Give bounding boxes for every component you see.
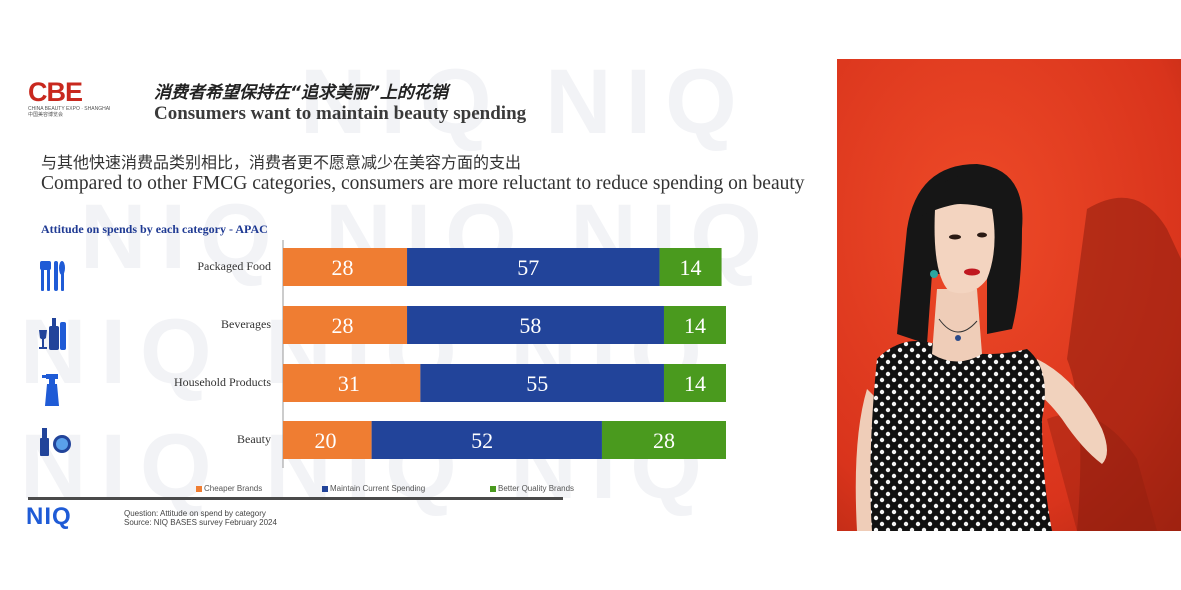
cutlery-icon [40,261,65,291]
legend-item-better-quality: Better Quality Brands [490,484,574,493]
bar-segment [283,421,372,459]
subtitle-en: Compared to other FMCG categories, consu… [41,173,805,194]
legend-label: Maintain Current Spending [330,484,426,493]
logo-subtitle-en: CHINA BEAUTY EXPO · SHANGHAI [28,106,111,112]
category-label: Household Products [174,375,271,389]
cosmetics-icon [40,428,71,456]
bar-segment [601,421,726,459]
bar-segment [407,306,664,344]
data-label: 31 [338,371,360,396]
bar-segment [663,364,726,402]
legend-swatch [196,485,202,492]
portrait-photo [837,59,1181,531]
bar-segment [407,248,660,286]
bar-segment [659,248,722,286]
data-label: 20 [315,428,337,453]
legend-swatch [490,485,496,492]
data-label: 14 [684,313,706,338]
category-label: Beverages [221,317,271,331]
data-label: 55 [526,371,548,396]
legend-item-cheaper-brands: Cheaper Brands [196,484,262,493]
footer-question: Question: Attitude on spend by category [124,509,266,518]
footer-divider [28,497,563,500]
data-label: 58 [519,313,541,338]
data-label: 14 [684,371,706,396]
page-title-en: Consumers want to maintain beauty spendi… [154,103,527,124]
watermark: NIQ NIQ [300,51,751,153]
subtitle-cn: 与其他快速消费品类别相比，消费者更不愿意减少在美容方面的支出 [41,153,522,172]
data-label: 14 [680,255,702,280]
footer-source: Source: NIQ BASES survey February 2024 [124,518,277,527]
logo-subtitle-cn: 中国美容博览会 [28,112,64,118]
data-label: 57 [517,255,539,280]
spray-bottle-icon [42,374,59,406]
cbe-logo: CBE CHINA BEAUTY EXPO · SHANGHAI 中国美容博览会 [28,78,123,120]
bar-segment [283,364,421,402]
chart-title: Attitude on spends by each category - AP… [41,222,268,236]
bar-segment [371,421,602,459]
legend-swatch [322,485,328,492]
bar-segment [420,364,664,402]
logo-text: CBE [28,77,83,107]
legend-label: Cheaper Brands [204,484,263,493]
data-label: 52 [471,428,493,453]
bar-segment [663,306,726,344]
page-title-cn: 消费者希望保持在“追求美丽”上的花销 [154,83,448,103]
legend-label: Better Quality Brands [498,484,575,493]
data-label: 28 [653,428,675,453]
category-label: Packaged Food [197,259,271,273]
data-label: 28 [332,255,354,280]
data-label: 28 [332,313,354,338]
legend-item-maintain-spending: Maintain Current Spending [322,484,425,493]
category-label: Beauty [237,432,271,446]
bottles-icon [39,318,66,350]
bar-segment [283,306,408,344]
niq-logo: NIQ [26,503,72,530]
bar-segment [283,248,408,286]
